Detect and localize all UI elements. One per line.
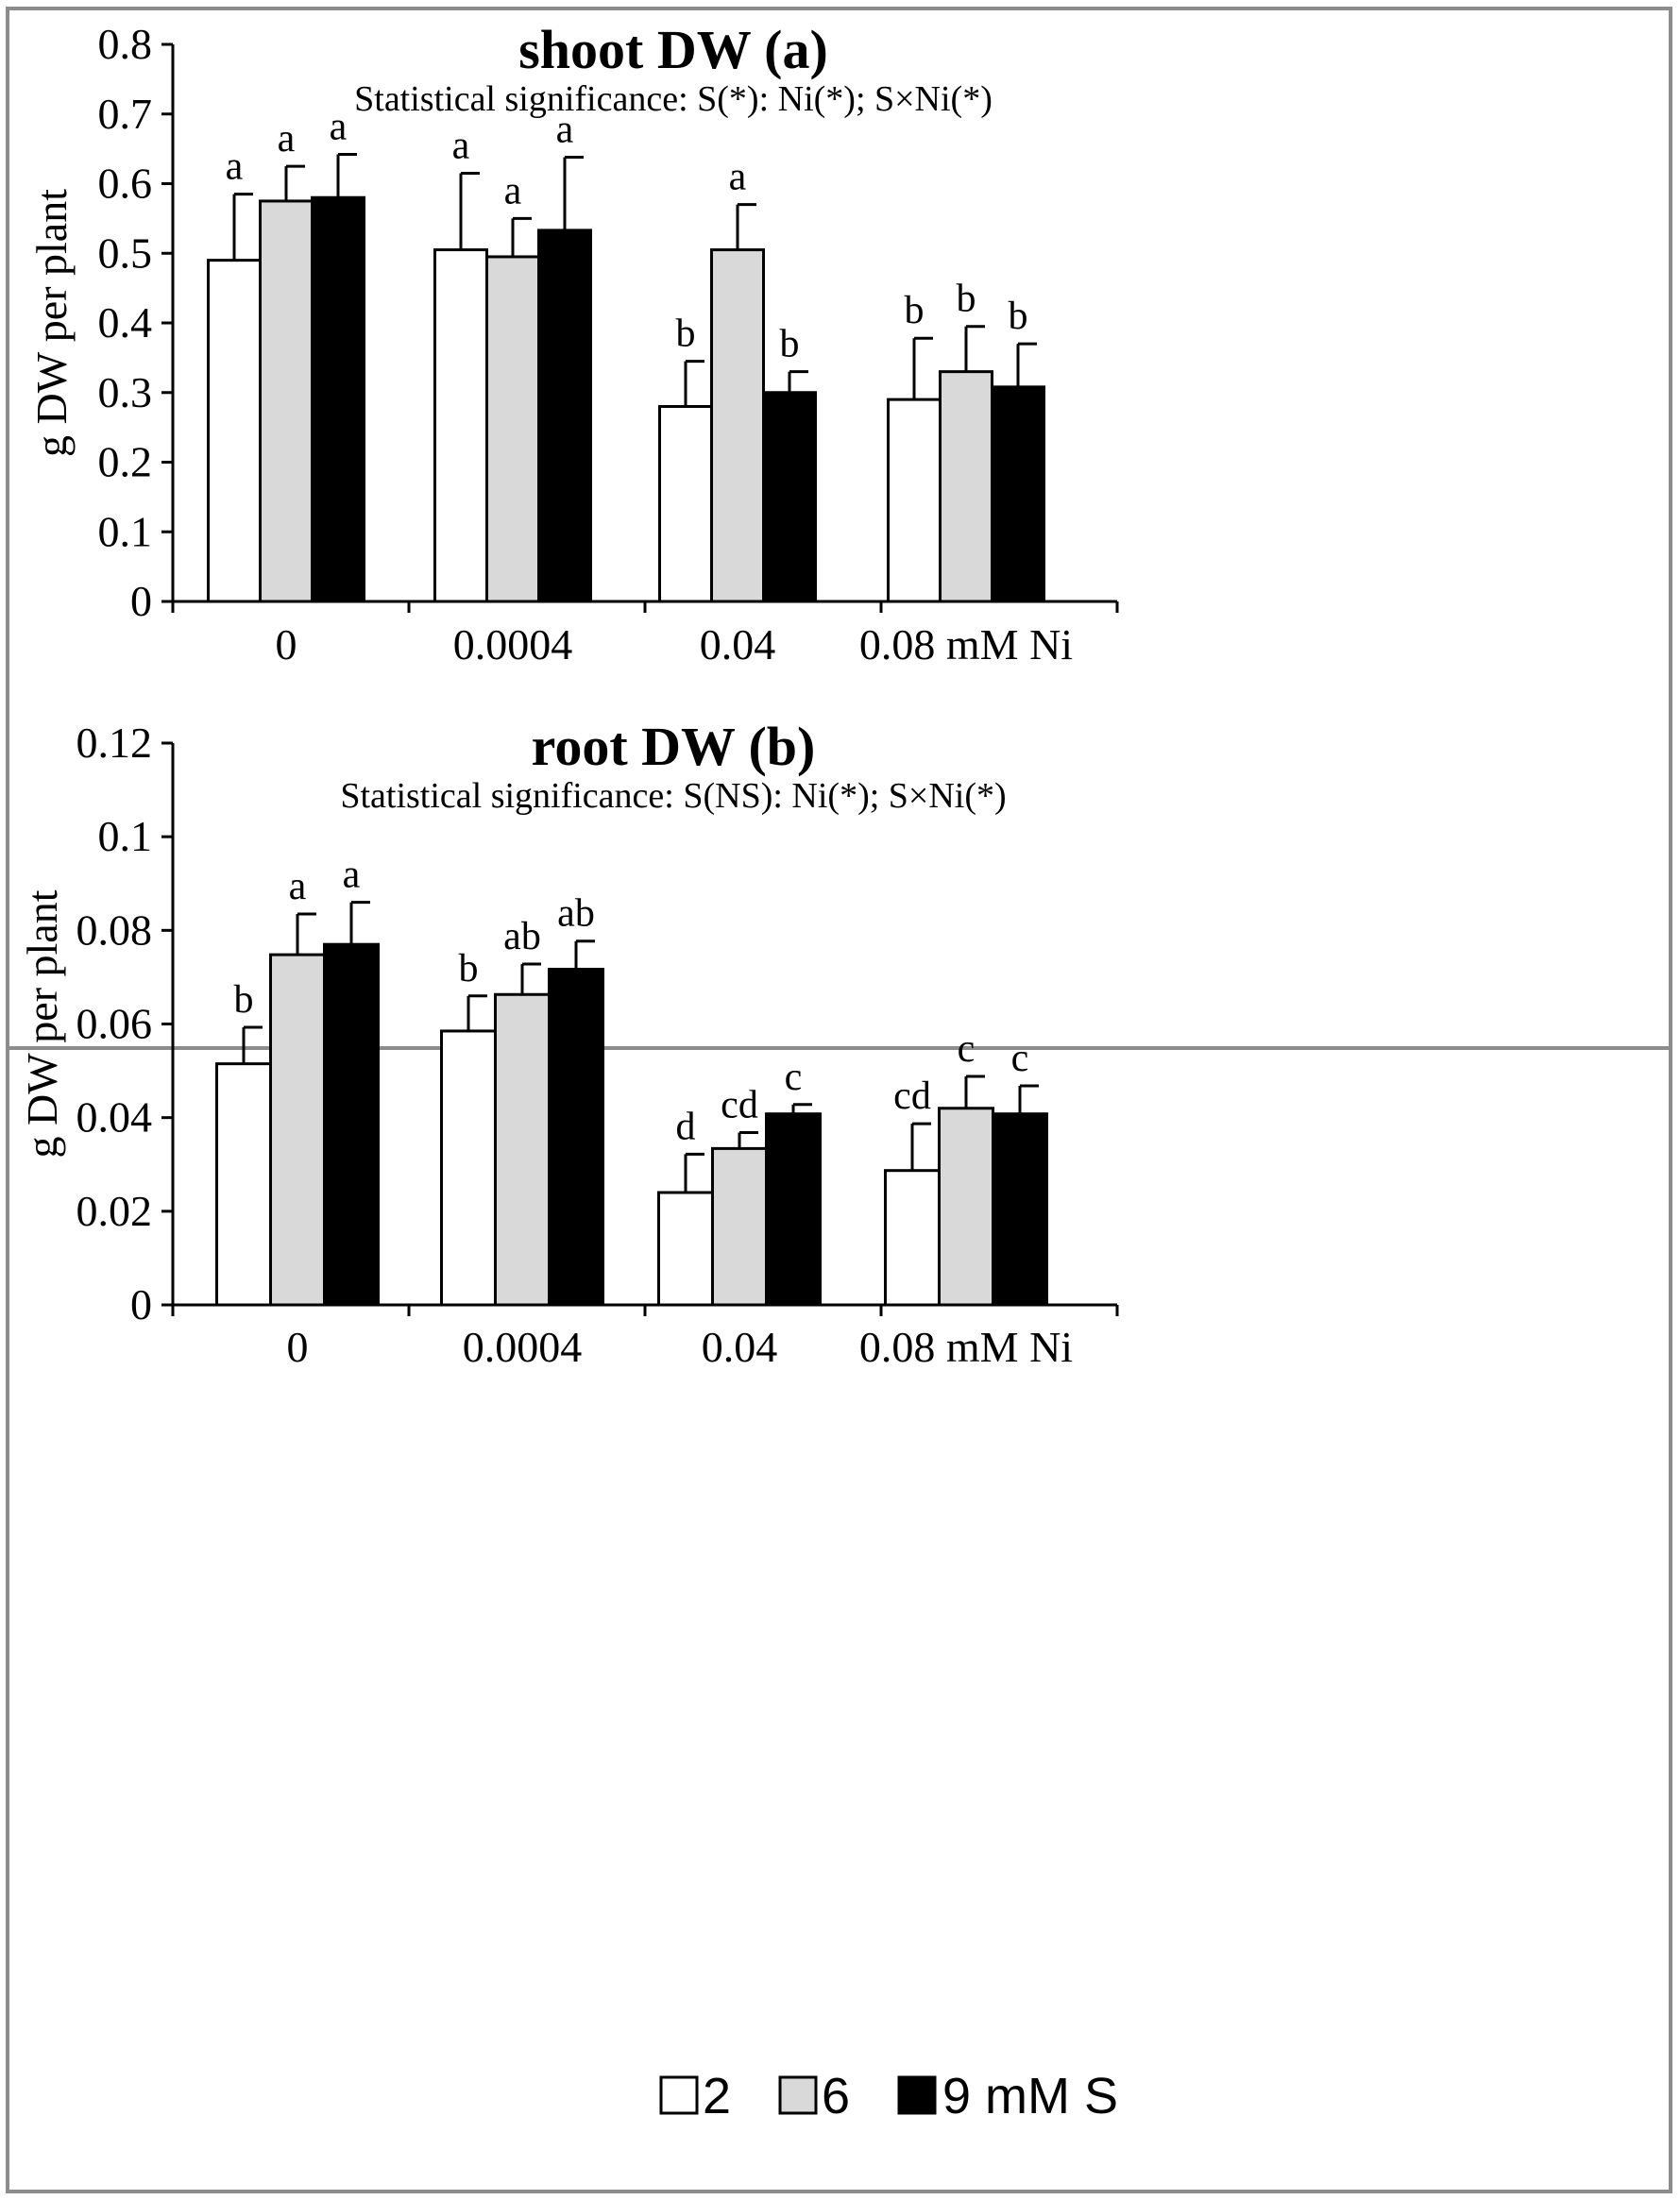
significance-letter: a bbox=[289, 865, 307, 908]
significance-letter: a bbox=[504, 169, 522, 212]
significance-letter: c bbox=[785, 1056, 803, 1099]
legend: 2 6 9 mM S bbox=[659, 2068, 1118, 2124]
bar bbox=[311, 195, 365, 603]
legend-label-9: 9 mM S bbox=[942, 2068, 1118, 2124]
y-tick-label: 0.04 bbox=[76, 1093, 153, 1142]
y-tick-label: 0.02 bbox=[76, 1187, 153, 1235]
y-tick-label: 0.8 bbox=[98, 20, 153, 68]
significance-letter: b bbox=[459, 947, 479, 990]
legend-label-6: 6 bbox=[822, 2068, 850, 2124]
bar bbox=[440, 1029, 497, 1307]
x-tick-label: 0.04 bbox=[702, 1323, 778, 1371]
significance-letter: b bbox=[957, 278, 976, 321]
y-tick-label: 0 bbox=[130, 577, 152, 625]
x-tick-label: 0.08 mM Ni bbox=[859, 620, 1073, 668]
y-tick-label: 0.1 bbox=[98, 812, 153, 860]
y-tick-label: 0 bbox=[130, 1280, 152, 1328]
significance-letter: c bbox=[958, 1027, 976, 1071]
significance-letter: b bbox=[780, 323, 800, 366]
y-tick-label: 0.4 bbox=[98, 298, 153, 347]
significance-letter: c bbox=[1011, 1037, 1029, 1080]
y-tick-label: 0.12 bbox=[76, 719, 153, 767]
bar bbox=[710, 248, 765, 603]
significance-letter: cd bbox=[721, 1084, 758, 1127]
y-tick-label: 0.08 bbox=[76, 905, 153, 954]
x-tick-label: 0 bbox=[276, 620, 297, 668]
significance-letter: d bbox=[676, 1105, 696, 1148]
bar bbox=[215, 1062, 272, 1307]
bar bbox=[765, 1112, 822, 1307]
y-tick-label: 0.1 bbox=[98, 507, 153, 555]
chart-title: shoot DW (a) bbox=[518, 19, 828, 80]
significance-letter: a bbox=[729, 156, 747, 199]
significance-letter: ab bbox=[557, 892, 595, 936]
bar bbox=[323, 942, 380, 1307]
y-axis-label: g DW per plant bbox=[18, 889, 66, 1158]
bar bbox=[938, 1107, 994, 1307]
bar bbox=[992, 1112, 1048, 1307]
bar bbox=[658, 405, 713, 603]
bar bbox=[762, 391, 817, 603]
chart-subtitle: Statistical significance: S(*): Ni(*); S… bbox=[354, 79, 993, 119]
x-tick-label: 0.08 mM Ni bbox=[859, 1323, 1073, 1371]
significance-letter: b bbox=[905, 289, 925, 332]
bar bbox=[269, 953, 326, 1307]
chart-subtitle: Statistical significance: S(NS): Ni(*); … bbox=[340, 776, 1006, 816]
significance-letter: a bbox=[330, 106, 348, 149]
bar bbox=[494, 992, 551, 1307]
significance-letter: a bbox=[452, 124, 470, 167]
bar bbox=[259, 199, 314, 603]
bar bbox=[884, 1169, 941, 1307]
bar bbox=[711, 1146, 768, 1307]
y-tick-label: 0.06 bbox=[76, 1000, 153, 1048]
x-tick-label: 0 bbox=[287, 1323, 309, 1371]
y-tick-label: 0.7 bbox=[98, 90, 153, 138]
bar bbox=[537, 228, 592, 603]
legend-swatch-6 bbox=[778, 2075, 818, 2115]
y-tick-label: 0.2 bbox=[98, 438, 153, 486]
significance-letter: a bbox=[278, 117, 296, 161]
x-tick-label: 0.04 bbox=[700, 620, 776, 668]
significance-letter: a bbox=[343, 854, 361, 897]
significance-letter: a bbox=[556, 108, 574, 151]
bar bbox=[939, 370, 993, 603]
y-tick-label: 0.6 bbox=[98, 160, 153, 208]
bar bbox=[887, 398, 942, 603]
panel-shoot-dw: shoot DW (a)Statistical significance: S(… bbox=[27, 19, 1119, 668]
panel-root-dw: root DW (b)Statistical significance: S(N… bbox=[18, 716, 1119, 1371]
significance-letter: b bbox=[1009, 295, 1028, 338]
bar bbox=[433, 248, 488, 603]
bar bbox=[548, 967, 604, 1307]
significance-letter: b bbox=[676, 313, 696, 356]
chart-title: root DW (b) bbox=[532, 716, 816, 777]
bar bbox=[657, 1191, 714, 1307]
bar bbox=[207, 259, 262, 603]
y-tick-label: 0.3 bbox=[98, 368, 153, 416]
legend-swatch-2 bbox=[659, 2075, 699, 2115]
significance-letter: a bbox=[226, 145, 244, 189]
legend-swatch-9 bbox=[897, 2075, 937, 2115]
significance-letter: cd bbox=[893, 1075, 931, 1118]
bar bbox=[485, 255, 540, 603]
y-tick-label: 0.5 bbox=[98, 228, 153, 277]
x-tick-label: 0.0004 bbox=[453, 620, 573, 668]
legend-label-2: 2 bbox=[703, 2068, 731, 2124]
x-tick-label: 0.0004 bbox=[463, 1323, 583, 1371]
bar bbox=[991, 385, 1045, 603]
significance-letter: b bbox=[234, 978, 254, 1022]
y-axis-label: g DW per plant bbox=[27, 189, 76, 457]
significance-letter: ab bbox=[503, 915, 541, 958]
